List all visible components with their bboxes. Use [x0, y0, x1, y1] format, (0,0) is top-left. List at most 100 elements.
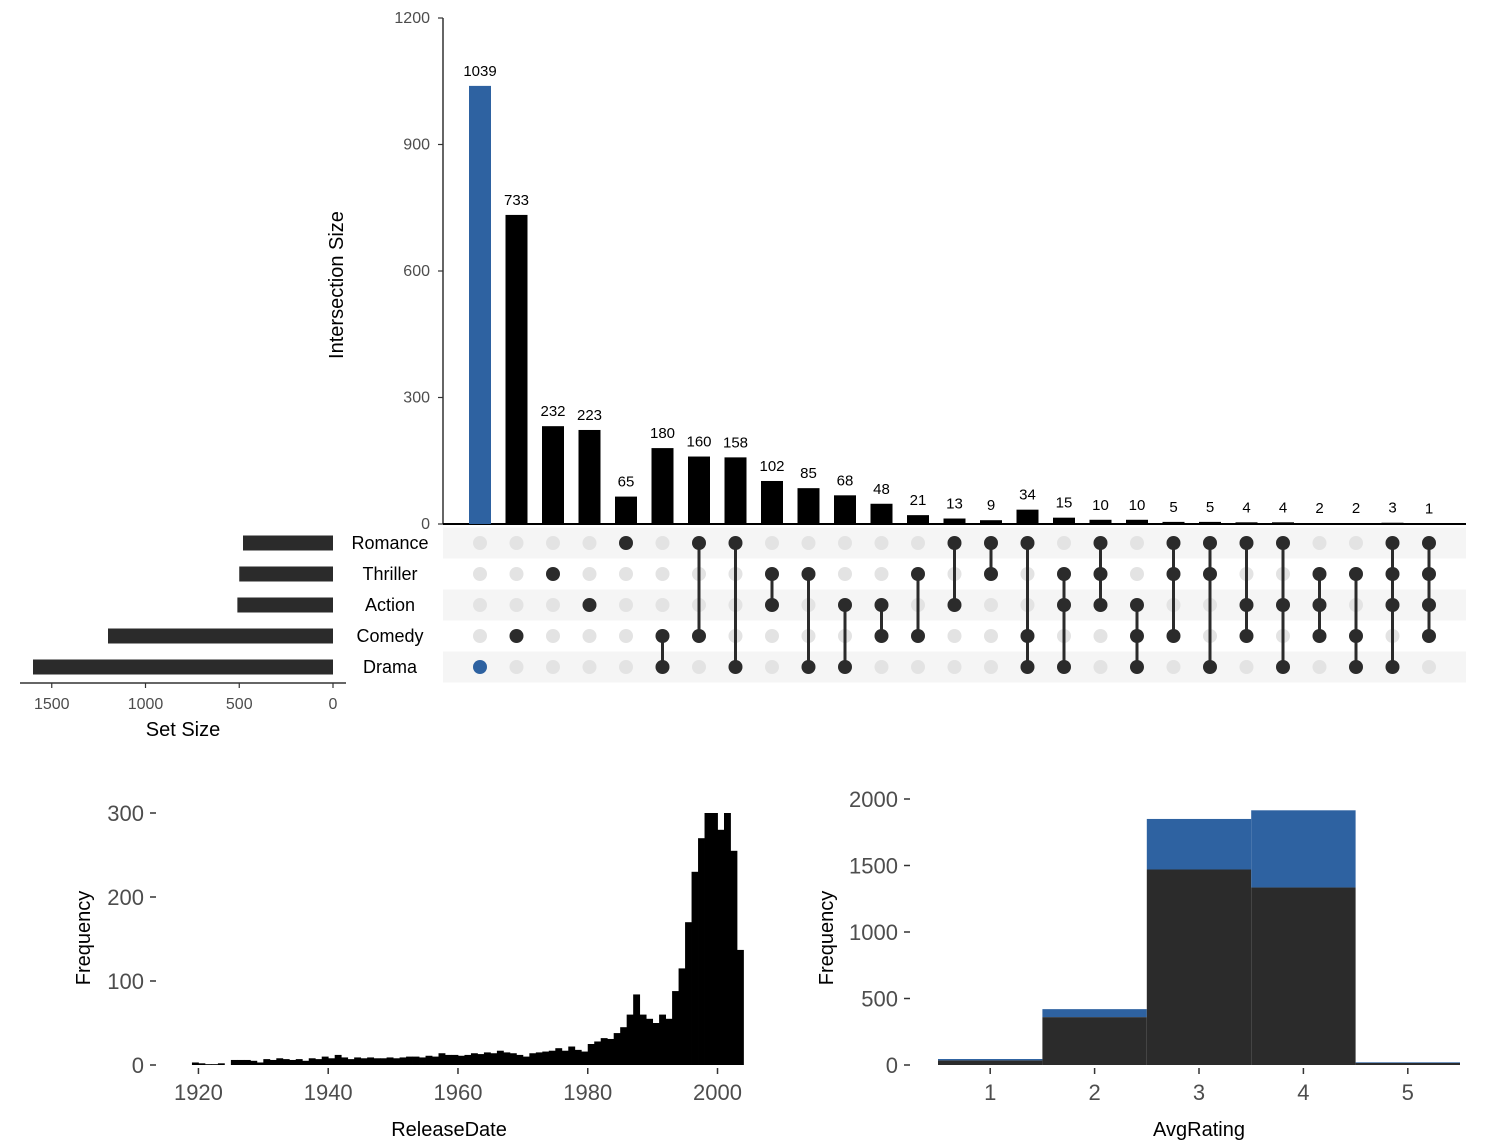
intersection-y-axis-title: Intersection Size: [326, 211, 348, 359]
histogram-bar: [490, 1053, 498, 1065]
intersection-bar-label: 65: [618, 474, 635, 491]
histogram-bar: [542, 1051, 550, 1065]
matrix-dot-inactive: [473, 598, 487, 612]
histogram-bar: [652, 1023, 660, 1065]
stacked-bar-segment: [1355, 1062, 1460, 1064]
intersection-bar-label: 2: [1352, 500, 1360, 517]
histogram-bar: [230, 1059, 238, 1065]
x-axis-title: ReleaseDate: [391, 1119, 507, 1140]
histogram-bar: [717, 829, 725, 1065]
intersection-bar: [797, 488, 820, 524]
histogram-bar: [256, 1062, 264, 1065]
histogram-bar: [600, 1038, 608, 1065]
matrix-dot-active: [1057, 567, 1071, 581]
histogram-bar: [607, 1038, 615, 1065]
matrix-dot-active: [509, 629, 524, 643]
intersection-bar-label: 4: [1279, 499, 1287, 516]
histogram-bar: [659, 1014, 667, 1065]
x-tick-label: 5: [1402, 1080, 1414, 1105]
intersection-bar: [724, 457, 747, 524]
intersection-bar-label: 5: [1206, 499, 1214, 516]
matrix-dot-inactive: [582, 629, 597, 643]
histogram-bar: [419, 1057, 426, 1065]
intersection-bar-label: 180: [650, 425, 675, 442]
matrix-dot-active: [1020, 536, 1035, 550]
matrix-dot-active: [1276, 598, 1290, 612]
matrix-dot-inactive: [874, 660, 889, 674]
matrix-dot-inactive: [655, 536, 670, 550]
x-tick-label: 1940: [304, 1080, 353, 1105]
matrix-dot-active: [801, 567, 816, 581]
histogram-bar: [328, 1058, 336, 1065]
matrix-dot-active: [1385, 598, 1400, 612]
histogram-bar: [412, 1056, 420, 1065]
x-tick-label: 1980: [563, 1080, 612, 1105]
histogram-bar: [516, 1054, 524, 1065]
y-tick-label: 0: [132, 1053, 144, 1078]
histogram-bar: [250, 1060, 258, 1065]
matrix-dot-inactive: [619, 598, 633, 612]
y-tick-label: 1500: [849, 854, 898, 879]
histogram-bar: [483, 1052, 491, 1065]
matrix-dot-inactive: [509, 660, 524, 674]
matrix-dot-inactive: [1130, 536, 1144, 550]
matrix-dot-active: [728, 536, 743, 550]
matrix-dot-inactive: [1093, 629, 1108, 643]
histogram-bar: [503, 1052, 511, 1065]
intersection-bar: [834, 495, 856, 524]
matrix-dot-active: [546, 567, 560, 581]
matrix-dot-inactive: [984, 598, 998, 612]
matrix-dot-active: [984, 567, 998, 581]
matrix-dot-active: [1020, 629, 1035, 643]
release-date-histogram: 0 100 200 300 1920 1940 1960 1980 2000 ReleaseDat…: [73, 801, 744, 1140]
matrix-dot-inactive: [619, 567, 633, 581]
histogram-bar: [574, 1049, 582, 1065]
set-size-bar: [239, 566, 333, 582]
histogram-bar: [243, 1059, 251, 1065]
histogram-bar: [211, 1064, 219, 1065]
matrix-dot-active: [692, 629, 706, 643]
stacked-bar-segment: [938, 1059, 1043, 1061]
set-label: Thriller: [362, 564, 417, 584]
intersection-bar-label: 232: [540, 403, 565, 420]
matrix-dot-active: [801, 660, 816, 674]
histogram-bar: [581, 1051, 589, 1065]
matrix-dot-inactive: [838, 567, 852, 581]
matrix-dot-inactive: [801, 536, 816, 550]
matrix-dot-active: [1093, 567, 1108, 581]
matrix-dot-active: [1130, 598, 1144, 612]
x-axis-title: AvgRating: [1153, 1119, 1245, 1140]
matrix-dot-active: [1349, 660, 1363, 674]
matrix-dot-inactive: [838, 536, 852, 550]
histogram-bar: [432, 1056, 439, 1065]
set-size-bar: [237, 597, 333, 613]
intersection-bar: [1272, 522, 1294, 524]
intersection-bar-label: 85: [800, 465, 817, 482]
matrix-dot-active: [1422, 598, 1436, 612]
intersection-bar: [505, 214, 528, 524]
histogram-bar: [568, 1046, 576, 1065]
stacked-bar-segment: [1042, 1009, 1147, 1018]
histogram-bar: [445, 1054, 452, 1065]
intersection-bar: [578, 429, 601, 524]
intersection-bar: [615, 496, 637, 524]
histogram-bar: [535, 1052, 543, 1065]
matrix-dot-active: [1020, 660, 1035, 674]
histogram-bar: [672, 991, 679, 1065]
histogram-bar: [282, 1059, 290, 1065]
matrix-dot-inactive: [1093, 660, 1108, 674]
y-tick-label: 600: [403, 263, 430, 280]
intersection-bar: [1199, 521, 1221, 524]
matrix-dot-active: [1239, 629, 1254, 643]
histogram-bar: [555, 1048, 563, 1065]
histogram-bar: [302, 1060, 310, 1065]
stacked-bar-segment: [1146, 818, 1252, 870]
matrix-dot-active: [1239, 536, 1254, 550]
intersection-bar: [907, 515, 929, 524]
intersection-bar-label: 733: [504, 192, 529, 209]
intersection-bar: [1235, 522, 1258, 524]
intersection-bar-label: 1: [1425, 501, 1433, 518]
matrix-dot-inactive: [1312, 536, 1327, 550]
histogram-bar: [639, 1014, 647, 1065]
matrix-dot-active: [1203, 660, 1217, 674]
